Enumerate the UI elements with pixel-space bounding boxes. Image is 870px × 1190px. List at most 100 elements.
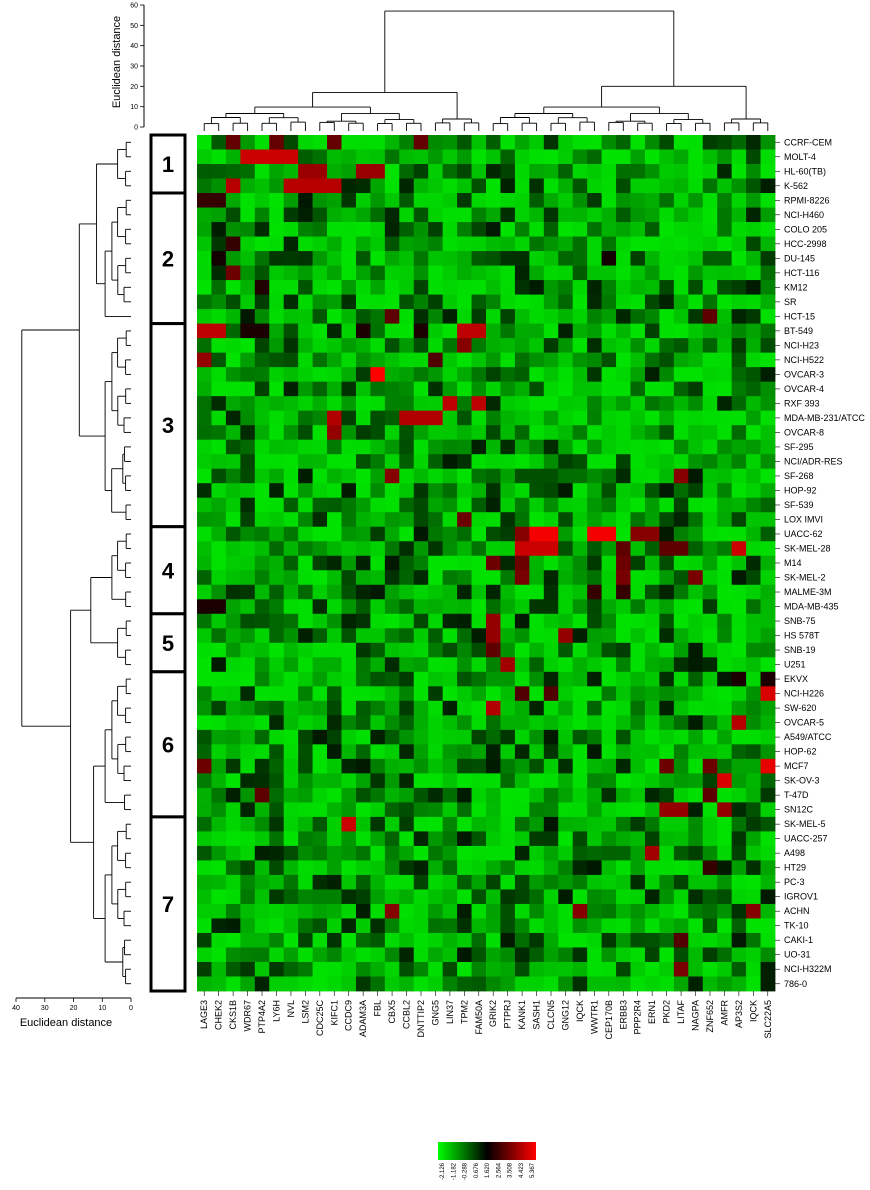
heatmap-cell (500, 744, 516, 760)
heatmap-cell (688, 236, 704, 252)
cluster-number: 2 (162, 246, 174, 271)
heatmap-cell (731, 947, 747, 963)
heatmap-cell (702, 628, 718, 644)
heatmap-cell (269, 193, 285, 208)
heatmap-cell (384, 628, 400, 644)
heatmap-cell (457, 439, 472, 455)
heatmap-cell (514, 526, 530, 542)
heatmap-cell (500, 860, 516, 876)
heatmap-cell (225, 758, 241, 774)
heatmap-cell (370, 570, 386, 586)
heatmap-cell (616, 207, 631, 223)
heatmap-cell (500, 613, 516, 629)
color-scale-tick-label: 2.564 (496, 1162, 502, 1178)
heatmap-cell (673, 831, 689, 847)
row-label: DU-145 (784, 253, 815, 263)
heatmap-cell (211, 816, 227, 832)
heatmap-cell (471, 207, 487, 223)
heatmap-cell (558, 425, 574, 441)
heatmap-cell (659, 149, 675, 165)
top-axis-tick-label: 60 (130, 3, 138, 10)
heatmap-cell (341, 976, 357, 992)
heatmap-cell (731, 584, 747, 600)
heatmap-cell (283, 135, 299, 150)
heatmap-cell (688, 686, 704, 702)
heatmap-cell (471, 178, 487, 194)
heatmap-cell (514, 381, 530, 397)
heatmap-cell (384, 657, 400, 673)
heatmap-cell (601, 686, 617, 702)
heatmap-cell (355, 729, 371, 745)
heatmap-cell (514, 251, 530, 266)
row-label: UO-31 (784, 950, 811, 960)
heatmap-cell (746, 816, 761, 832)
heatmap-cell (673, 700, 689, 716)
heatmap-cell (500, 816, 516, 832)
row-label: SNB-75 (784, 616, 816, 626)
heatmap-cell (717, 976, 733, 992)
heatmap-cell (529, 439, 545, 455)
heatmap-cell (341, 715, 357, 731)
heatmap-cell (543, 294, 559, 310)
heatmap-cell (760, 657, 776, 673)
heatmap-cell (355, 468, 371, 484)
heatmap-cell (500, 381, 516, 397)
heatmap-cell (616, 657, 631, 673)
heatmap-cell (673, 454, 689, 470)
heatmap-cell (731, 265, 747, 281)
heatmap-cell (543, 149, 559, 165)
heatmap-cell (225, 686, 241, 702)
heatmap-cell (355, 410, 371, 426)
heatmap-cell (370, 468, 386, 484)
heatmap-cell (413, 236, 429, 252)
heatmap-cell (355, 628, 371, 644)
heatmap-cell (659, 903, 675, 919)
row-label: SF-539 (784, 500, 814, 510)
heatmap-cell (616, 236, 631, 252)
row-label: OVCAR-4 (784, 384, 824, 394)
heatmap-cell (673, 352, 689, 368)
heatmap-cell (225, 555, 241, 571)
heatmap-cell (587, 700, 602, 716)
heatmap-cell (673, 845, 689, 861)
heatmap-cell (254, 961, 270, 977)
heatmap-cell (341, 468, 357, 484)
heatmap-cell (225, 367, 241, 383)
heatmap-cell (211, 947, 227, 963)
heatmap-cell (283, 584, 299, 600)
heatmap-cell (240, 700, 256, 716)
heatmap-cell (659, 845, 675, 861)
heatmap-cell (211, 686, 227, 702)
heatmap-cell (240, 976, 256, 992)
heatmap-cell (486, 758, 501, 774)
heatmap-cell (746, 483, 761, 499)
heatmap-cell (630, 323, 646, 339)
heatmap-cell (529, 265, 545, 281)
heatmap-cell (731, 338, 747, 354)
heatmap-cell (644, 889, 660, 905)
heatmap-cell (370, 251, 386, 266)
heatmap-cell (543, 439, 559, 455)
heatmap-cell (572, 526, 588, 542)
heatmap-cell (341, 512, 357, 528)
heatmap-cell (283, 860, 299, 876)
heatmap-cell (587, 454, 602, 470)
heatmap-cell (500, 280, 516, 295)
heatmap-cell (384, 831, 400, 847)
heatmap-cell (529, 164, 545, 179)
heatmap-cell (702, 410, 718, 426)
heatmap-cell (341, 599, 357, 615)
heatmap-cell (688, 961, 704, 977)
row-label: SK-OV-3 (784, 776, 820, 786)
column-label: KIFC1 (329, 1000, 339, 1026)
heatmap-cell (211, 323, 227, 339)
heatmap-cell (543, 758, 559, 774)
left-dendrogram-axis: 40 30 20 10 0 Euclidean distance (12, 997, 133, 1029)
heatmap-cell (572, 744, 588, 760)
heatmap-cell (644, 816, 660, 832)
row-label: PC-3 (784, 877, 805, 887)
heatmap-cell (225, 845, 241, 861)
heatmap-cell (384, 178, 400, 194)
heatmap-cell (543, 541, 559, 557)
heatmap-cell (673, 294, 689, 310)
